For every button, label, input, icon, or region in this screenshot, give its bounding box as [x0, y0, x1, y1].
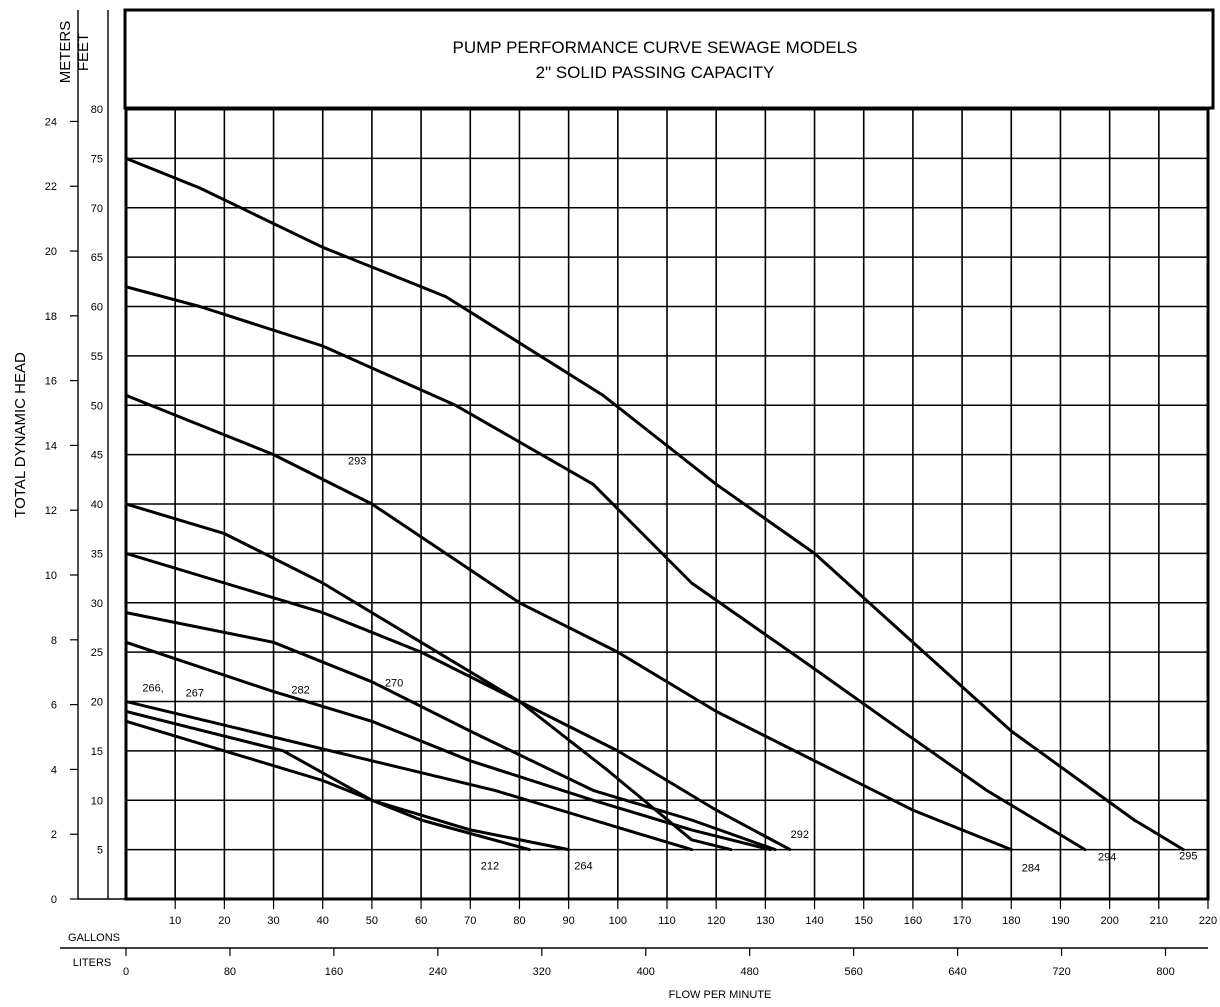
- meters-tick-label-20: 20: [45, 246, 57, 258]
- curve-label-284: 284: [1022, 862, 1040, 874]
- curve-label-282: 282: [291, 685, 309, 697]
- meters-tick-label-12: 12: [45, 505, 57, 517]
- feet-tick-label-15: 15: [91, 746, 103, 758]
- feet-tick-label-80: 80: [91, 104, 103, 116]
- curve-label-294: 294: [1098, 851, 1116, 863]
- meters-tick-label-22: 22: [45, 181, 57, 193]
- curve-label-267: 267: [186, 688, 204, 700]
- gallons-tick-label-110: 110: [658, 915, 676, 927]
- x-axis-title: FLOW PER MINUTE: [669, 989, 772, 1001]
- liters-tick-label-240: 240: [429, 966, 447, 978]
- y-unit-label-meters: METERS: [57, 21, 74, 84]
- gallons-tick-label-90: 90: [563, 915, 575, 927]
- gallons-tick-label-220: 220: [1199, 915, 1217, 927]
- feet-tick-label-25: 25: [91, 647, 103, 659]
- liters-tick-label-640: 640: [948, 966, 966, 978]
- feet-tick-label-70: 70: [91, 203, 103, 215]
- meters-tick-label-2: 2: [51, 829, 57, 841]
- curve-292: [124, 551, 792, 852]
- gallons-tick-label-130: 130: [756, 915, 774, 927]
- feet-tick-label-5: 5: [97, 845, 103, 857]
- feet-tick-label-20: 20: [91, 697, 103, 709]
- meters-tick-label-10: 10: [45, 570, 57, 582]
- liters-tick-label-800: 800: [1156, 966, 1174, 978]
- gallons-tick-label-160: 160: [904, 915, 922, 927]
- liters-tick-label-0: 0: [123, 966, 129, 978]
- liters-tick-label-720: 720: [1052, 966, 1070, 978]
- liters-tick-label-80: 80: [224, 966, 236, 978]
- meters-tick-label-18: 18: [45, 311, 57, 323]
- meters-tick-label-4: 4: [51, 764, 57, 776]
- feet-tick-label-65: 65: [91, 252, 103, 264]
- gallons-tick-label-70: 70: [464, 915, 476, 927]
- feet-tick-label-55: 55: [91, 351, 103, 363]
- liters-tick-label-560: 560: [844, 966, 862, 978]
- curve-282: [124, 640, 772, 852]
- x-unit-label-gallons: GALLONS: [68, 932, 120, 944]
- chart-subtitle: 2" SOLID PASSING CAPACITY: [536, 63, 775, 82]
- series-layer: [124, 156, 1185, 852]
- liters-tick-label-320: 320: [533, 966, 551, 978]
- gallons-tick-label-180: 180: [1002, 915, 1020, 927]
- feet-tick-label-60: 60: [91, 302, 103, 314]
- liters-tick-label-480: 480: [741, 966, 759, 978]
- gallons-tick-label-100: 100: [609, 915, 627, 927]
- axes-layer: [60, 10, 1210, 949]
- curve-label-293: 293: [348, 456, 366, 468]
- gallons-tick-label-80: 80: [513, 915, 525, 927]
- gallons-tick-label-10: 10: [169, 915, 181, 927]
- gallons-tick-label-140: 140: [805, 915, 823, 927]
- x-unit-label-liters: LITERS: [73, 957, 112, 969]
- curve-label-295: 295: [1179, 851, 1197, 863]
- curve-label-292: 292: [791, 829, 809, 841]
- feet-tick-label-35: 35: [91, 548, 103, 560]
- gallons-tick-label-210: 210: [1150, 915, 1168, 927]
- curve-label-266: 266,: [142, 683, 163, 695]
- gallons-tick-label-150: 150: [855, 915, 873, 927]
- curve-label-264: 264: [574, 860, 592, 872]
- curve-270: [124, 611, 777, 852]
- curve-295: [124, 156, 1185, 852]
- meters-tick-label-6: 6: [51, 700, 57, 712]
- feet-tick-label-75: 75: [91, 153, 103, 165]
- curve-266-267: [124, 700, 694, 852]
- feet-tick-label-30: 30: [91, 598, 103, 610]
- gallons-tick-label-50: 50: [366, 915, 378, 927]
- title-box: [123, 8, 1215, 110]
- curve-212: [124, 719, 531, 852]
- meters-tick-label-16: 16: [45, 376, 57, 388]
- feet-tick-label-50: 50: [91, 400, 103, 412]
- y-axis-title: TOTAL DYNAMIC HEAD: [12, 352, 29, 518]
- curve-label-270: 270: [385, 678, 403, 690]
- meters-tick-label-14: 14: [45, 440, 57, 452]
- feet-tick-label-40: 40: [91, 499, 103, 511]
- gallons-tick-label-60: 60: [415, 915, 427, 927]
- curve-264: [124, 709, 571, 852]
- gallons-tick-label-120: 120: [707, 915, 725, 927]
- gallons-tick-label-200: 200: [1100, 915, 1118, 927]
- gallons-tick-label-40: 40: [317, 915, 329, 927]
- liters-tick-label-400: 400: [637, 966, 655, 978]
- liters-tick-label-160: 160: [325, 966, 343, 978]
- curve-labels-layer: 293 266, 267 282 270 292 212 264 284 294 295: [142, 456, 1197, 875]
- meters-tick-label-8: 8: [51, 635, 57, 647]
- meters-tick-label-24: 24: [45, 116, 57, 128]
- curve-label-212: 212: [481, 860, 499, 872]
- curve-293: [124, 502, 733, 852]
- feet-tick-label-45: 45: [91, 450, 103, 462]
- meters-tick-label-0: 0: [51, 894, 57, 906]
- chart-title: PUMP PERFORMANCE CURVE SEWAGE MODELS: [453, 38, 858, 57]
- curve-294: [124, 285, 1087, 852]
- gallons-tick-label-190: 190: [1051, 915, 1069, 927]
- gallons-tick-label-30: 30: [267, 915, 279, 927]
- feet-tick-label-10: 10: [91, 795, 103, 807]
- y-unit-label-feet: FEET: [75, 33, 92, 71]
- gallons-tick-label-20: 20: [218, 915, 230, 927]
- curve-284: [124, 393, 1013, 852]
- gallons-tick-label-170: 170: [953, 915, 971, 927]
